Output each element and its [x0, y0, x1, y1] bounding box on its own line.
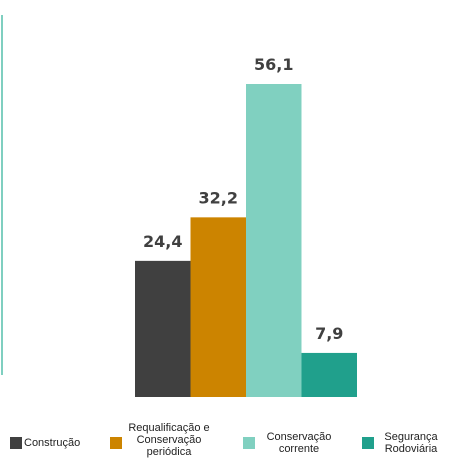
legend-label: Construção	[24, 437, 81, 449]
bar	[246, 84, 302, 397]
legend-swatch	[362, 437, 374, 449]
legend-label: Conservação corrente	[266, 431, 332, 455]
value-label: 7,9	[315, 324, 343, 343]
legend-swatch	[10, 437, 22, 449]
legend-swatch	[110, 437, 122, 449]
chart: 24,4 32,2 56,1 7,9	[1, 15, 357, 397]
legend-label: Requalificação e Conservação periódica	[128, 422, 210, 458]
value-label: 24,4	[143, 232, 182, 251]
legend-label: Segurança Rodoviária	[384, 431, 438, 455]
value-label: 32,2	[199, 188, 238, 207]
bar	[190, 217, 246, 397]
value-label: 56,1	[254, 55, 293, 74]
bar	[301, 352, 357, 397]
legend-swatch	[243, 437, 255, 449]
bar	[135, 260, 191, 397]
